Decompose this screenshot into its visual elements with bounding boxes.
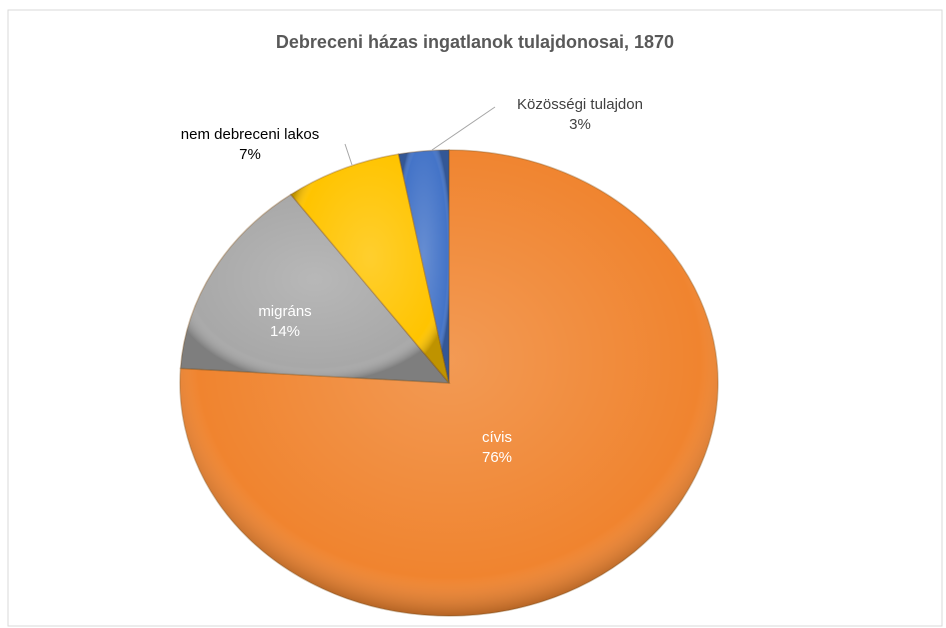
leader-line — [431, 106, 496, 151]
slice-label: Közösségi tulajdon — [517, 96, 643, 113]
slice-label: nem debreceni lakos — [181, 126, 319, 143]
chart-title: Debreceni házas ingatlanok tulajdonosai,… — [276, 32, 674, 52]
slice-label: cívis — [482, 429, 512, 446]
slice-value-label: 76% — [482, 449, 512, 466]
slice-value-label: 14% — [270, 323, 300, 340]
slice-label: migráns — [258, 303, 311, 320]
slice-value-label: 3% — [569, 116, 591, 133]
slice-value-label: 7% — [239, 146, 261, 163]
leader-line — [344, 143, 353, 166]
